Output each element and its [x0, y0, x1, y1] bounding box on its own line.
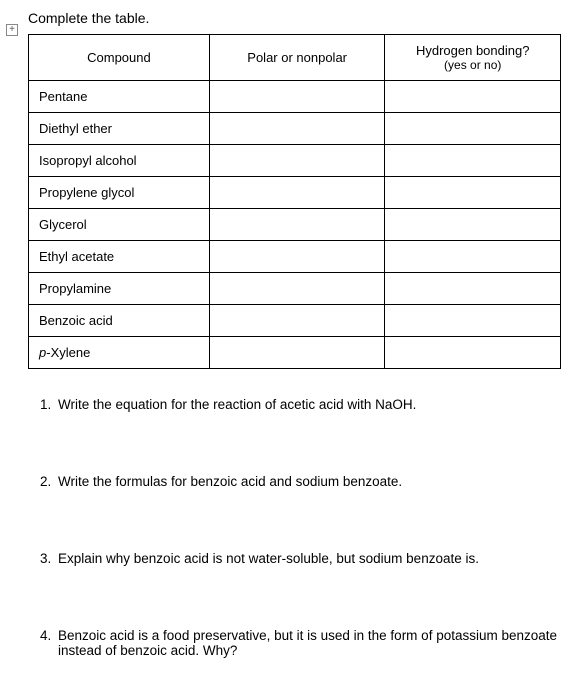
cell-compound: Isopropyl alcohol: [29, 145, 210, 177]
table-row: Propylene glycol: [29, 177, 561, 209]
header-hbond-line2: (yes or no): [395, 58, 550, 72]
cell-polar[interactable]: [209, 305, 385, 337]
header-hbond-line1: Hydrogen bonding?: [416, 43, 529, 58]
cell-polar[interactable]: [209, 209, 385, 241]
cell-hbond[interactable]: [385, 241, 561, 273]
table-row: Isopropyl alcohol: [29, 145, 561, 177]
cell-polar[interactable]: [209, 113, 385, 145]
cell-compound: Pentane: [29, 81, 210, 113]
cell-polar[interactable]: [209, 273, 385, 305]
cell-compound: Benzoic acid: [29, 305, 210, 337]
table-row: Pentane: [29, 81, 561, 113]
cell-hbond[interactable]: [385, 113, 561, 145]
cell-hbond[interactable]: [385, 209, 561, 241]
table-row: Glycerol: [29, 209, 561, 241]
cell-compound: Propylene glycol: [29, 177, 210, 209]
cell-hbond[interactable]: [385, 273, 561, 305]
table-header-row: Compound Polar or nonpolar Hydrogen bond…: [29, 35, 561, 81]
cell-polar[interactable]: [209, 145, 385, 177]
table-row: p-Xylene: [29, 337, 561, 369]
cell-hbond[interactable]: [385, 337, 561, 369]
question-4: Benzoic acid is a food preservative, but…: [40, 628, 561, 658]
cell-polar[interactable]: [209, 241, 385, 273]
cell-polar[interactable]: [209, 337, 385, 369]
cell-compound: Propylamine: [29, 273, 210, 305]
question-2: Write the formulas for benzoic acid and …: [40, 474, 561, 489]
compound-table: Compound Polar or nonpolar Hydrogen bond…: [28, 34, 561, 369]
table-row: Propylamine: [29, 273, 561, 305]
cell-compound: Glycerol: [29, 209, 210, 241]
question-1: Write the equation for the reaction of a…: [40, 397, 561, 412]
table-row: Benzoic acid: [29, 305, 561, 337]
cell-hbond[interactable]: [385, 81, 561, 113]
table-row: Ethyl acetate: [29, 241, 561, 273]
question-3: Explain why benzoic acid is not water-so…: [40, 551, 561, 566]
cell-polar[interactable]: [209, 177, 385, 209]
cell-compound: Diethyl ether: [29, 113, 210, 145]
cell-polar[interactable]: [209, 81, 385, 113]
header-polar: Polar or nonpolar: [209, 35, 385, 81]
cell-compound: Ethyl acetate: [29, 241, 210, 273]
expand-icon[interactable]: +: [6, 24, 18, 36]
instruction-text: Complete the table.: [28, 10, 561, 26]
header-compound: Compound: [29, 35, 210, 81]
cell-hbond[interactable]: [385, 177, 561, 209]
cell-hbond[interactable]: [385, 305, 561, 337]
compound-rest: -Xylene: [46, 345, 90, 360]
cell-hbond[interactable]: [385, 145, 561, 177]
question-list: Write the equation for the reaction of a…: [28, 397, 561, 658]
table-row: Diethyl ether: [29, 113, 561, 145]
cell-compound: p-Xylene: [29, 337, 210, 369]
header-hbond: Hydrogen bonding? (yes or no): [385, 35, 561, 81]
